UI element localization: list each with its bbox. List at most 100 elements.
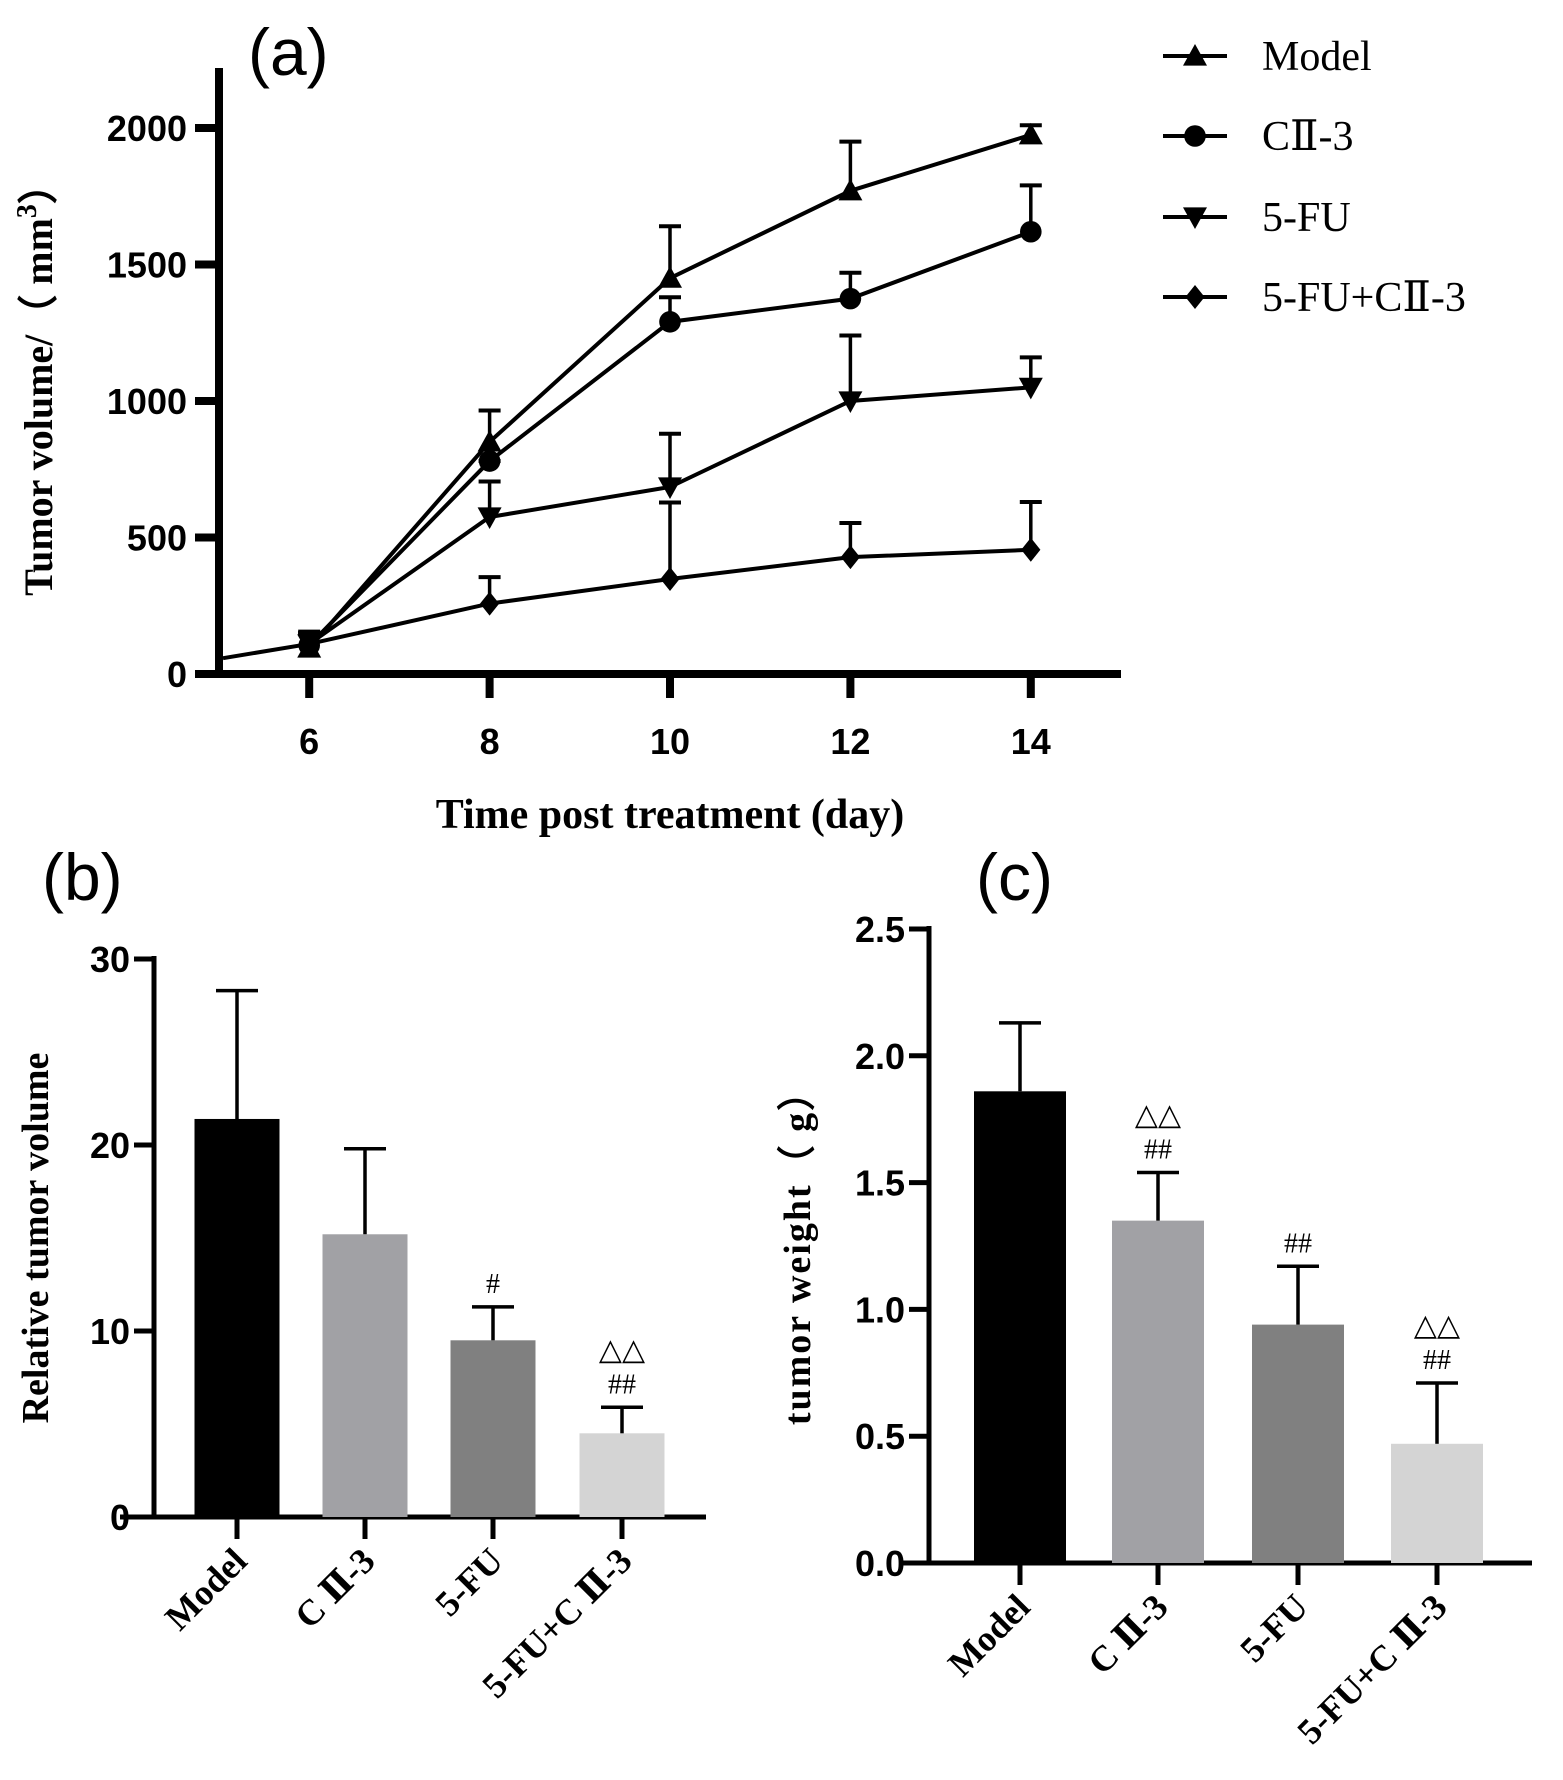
panel-c-bar-group: ##△△ — [1112, 1098, 1204, 1563]
panel-a-xtick-label: 12 — [830, 721, 870, 762]
data-point — [838, 391, 863, 413]
panel-a-series — [222, 122, 1043, 661]
panel-c-xtick-label: 5-FU+C Ⅱ-3 — [1289, 1586, 1454, 1751]
panel-c-bar — [1391, 1443, 1483, 1563]
panel-b-xtick-label: Model — [157, 1540, 255, 1638]
significance-hash: ## — [1284, 1228, 1312, 1259]
panel-a-ytick-label: 1000 — [107, 381, 187, 422]
panel-a-xtick-label: 8 — [480, 721, 500, 762]
panel-c-bar-chart: (c) tumor weight（ g） 0.0 0.5 1.0 1.5 2.0 2.5 M… — [777, 840, 1532, 1752]
panel-c-ytick-label: 1.0 — [855, 1289, 905, 1330]
data-point — [477, 429, 502, 452]
panel-b-bar-chart: (b) Relative tumor volume 0 10 20 30 Model C … — [15, 840, 706, 1706]
series-5-fu — [297, 333, 1043, 656]
legend-item: Model — [1163, 34, 1372, 80]
legend-item: 5-FU+CⅡ-3 — [1163, 275, 1466, 321]
panel-a-legend: Model CⅡ-3 5-FU 5-FU+CⅡ-3 — [1163, 34, 1466, 321]
data-point — [659, 311, 681, 333]
panel-c-ytick-label: 2.0 — [855, 1036, 905, 1077]
panel-a-ylabel-end: ） — [16, 164, 61, 204]
panel-a-ylabel-sup: 3 — [12, 204, 43, 218]
panel-c-xtick-label: Model — [940, 1586, 1038, 1684]
data-point — [299, 631, 319, 656]
data-point — [658, 477, 682, 499]
data-point — [840, 545, 860, 570]
panel-c-bars: ##△△####△△ — [974, 1021, 1483, 1563]
series-line — [222, 547, 1031, 661]
legend-item: CⅡ-3 — [1163, 114, 1354, 160]
panel-c-bar-group — [974, 1021, 1066, 1563]
panel-b-bar-group: ##△△ — [579, 1333, 665, 1517]
data-point — [1018, 377, 1043, 400]
data-point — [838, 178, 863, 201]
significance-hash: ## — [608, 1369, 636, 1400]
significance-hash: ## — [1423, 1345, 1451, 1376]
panel-a-ytick-label: 1500 — [107, 245, 187, 286]
legend-marker — [1184, 125, 1206, 147]
significance-triangle: △△ — [1135, 1098, 1181, 1131]
panel-b-bar-group — [322, 1146, 408, 1517]
data-point — [658, 266, 682, 288]
panel-c-ytick-label: 0.5 — [855, 1416, 905, 1457]
panel-c-label: (c) — [976, 840, 1053, 914]
data-point — [660, 566, 680, 591]
panel-b-bar — [450, 1340, 536, 1517]
panel-b-bars: ###△△ — [194, 988, 665, 1517]
series-5-fu-c-3 — [222, 500, 1042, 661]
panel-b-bar-group: # — [450, 1269, 536, 1517]
panel-b-xtick-label: 5-FU — [427, 1540, 510, 1623]
panel-a-ytick-label: 2000 — [107, 108, 187, 149]
panel-b-label: (b) — [42, 840, 123, 914]
panel-a-ytick-label: 0 — [167, 654, 187, 695]
legend-marker — [1185, 285, 1205, 309]
data-point — [477, 507, 502, 530]
legend-marker — [1183, 44, 1207, 66]
panel-b-bar — [322, 1234, 408, 1517]
panel-b-bar-group — [194, 988, 280, 1517]
panel-c-xtick-label: C Ⅱ-3 — [1080, 1586, 1176, 1682]
significance-triangle: △△ — [1414, 1309, 1460, 1342]
panel-b-ytick-label: 0 — [110, 1497, 130, 1538]
panel-a-axes: 0 500 1000 1500 2000 6 8 10 12 14 — [107, 68, 1121, 762]
panel-b-ytick-label: 30 — [90, 939, 130, 980]
panel-c-ylabel: tumor weight（ g） — [777, 1071, 819, 1425]
panel-c-bar — [1112, 1220, 1204, 1563]
panel-a-ylabel: Tumor volume/（ mm3） — [12, 164, 61, 596]
panel-a-xtick-label: 14 — [1011, 721, 1051, 762]
panel-a-ylabel-main: Tumor volume/（ mm — [16, 218, 61, 596]
panel-c-ytick-label: 0.0 — [855, 1543, 905, 1584]
panel-c-xtick-label: 5-FU — [1232, 1586, 1315, 1669]
legend-item: 5-FU — [1163, 195, 1351, 241]
panel-c-bar-group: ## — [1252, 1228, 1344, 1563]
legend-label: 5-FU+CⅡ-3 — [1262, 275, 1466, 321]
data-point — [1020, 220, 1042, 243]
data-point — [1018, 122, 1043, 145]
legend-label: Model — [1262, 34, 1372, 80]
panel-c-ytick-label: 1.5 — [855, 1163, 905, 1204]
panel-c-bar — [1252, 1324, 1344, 1563]
panel-a-xtick-label: 10 — [650, 721, 690, 762]
panel-a-label: (a) — [248, 15, 329, 89]
panel-b-ytick-label: 20 — [90, 1125, 130, 1166]
panel-b-bar — [579, 1433, 665, 1517]
panel-a-xtick-label: 6 — [299, 721, 319, 762]
panel-a-line-chart: (a) Tumor volume/（ mm3） Time post treatm… — [12, 15, 1466, 838]
panel-c-bar-group: ##△△ — [1391, 1309, 1483, 1563]
panel-b-ylabel: Relative tumor volume — [15, 1053, 57, 1424]
panel-a-xlabel: Time post treatment (day) — [436, 792, 905, 838]
significance-hash: # — [486, 1269, 500, 1300]
panel-b-ytick-label: 10 — [90, 1311, 130, 1352]
data-point — [478, 450, 501, 472]
legend-marker — [1183, 207, 1207, 229]
legend-label: 5-FU — [1262, 195, 1351, 241]
significance-triangle: △△ — [599, 1333, 645, 1366]
significance-hash: ## — [1144, 1134, 1172, 1165]
panel-a-ytick-label: 500 — [127, 518, 187, 559]
data-point — [839, 287, 862, 310]
panel-b-bar — [194, 1118, 280, 1517]
panel-b-xtick-label: C Ⅱ-3 — [287, 1540, 383, 1636]
data-point — [480, 591, 500, 616]
data-point — [1021, 537, 1041, 562]
panel-c-bar — [974, 1091, 1066, 1563]
panel-c-ytick-label: 2.5 — [855, 909, 905, 950]
